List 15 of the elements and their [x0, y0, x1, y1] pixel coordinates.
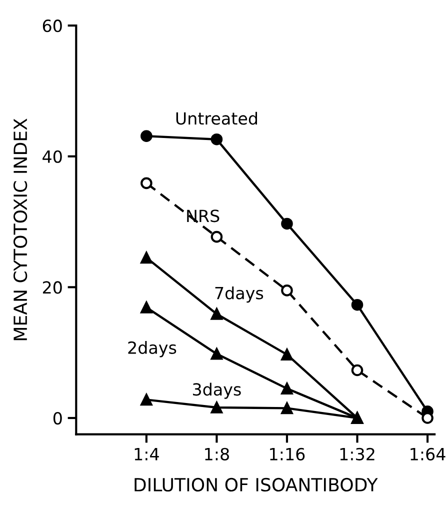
y-tick-label: 20	[42, 281, 62, 294]
y-tick-label: 60	[42, 20, 62, 32]
x-tick-label: 1:64	[410, 448, 446, 460]
series-label: 7days	[215, 286, 264, 303]
series-label: Untreated	[176, 112, 257, 125]
series-label: 2days	[128, 341, 176, 358]
x-tick-label: 1:8	[205, 448, 229, 460]
y-tick-label: 0	[53, 412, 62, 425]
y-tick-label: 40	[42, 150, 62, 163]
y-axis-title: MEAN CYTOTOXIC INDEX	[13, 118, 28, 340]
series-label: 3days	[193, 382, 241, 399]
x-tick-label: 1:16	[270, 448, 305, 460]
x-tick-label: 1:4	[134, 448, 159, 460]
x-tick-label: 1:32	[340, 448, 374, 460]
x-axis-title: DILUTION OF ISOANTIBODY	[134, 478, 378, 492]
